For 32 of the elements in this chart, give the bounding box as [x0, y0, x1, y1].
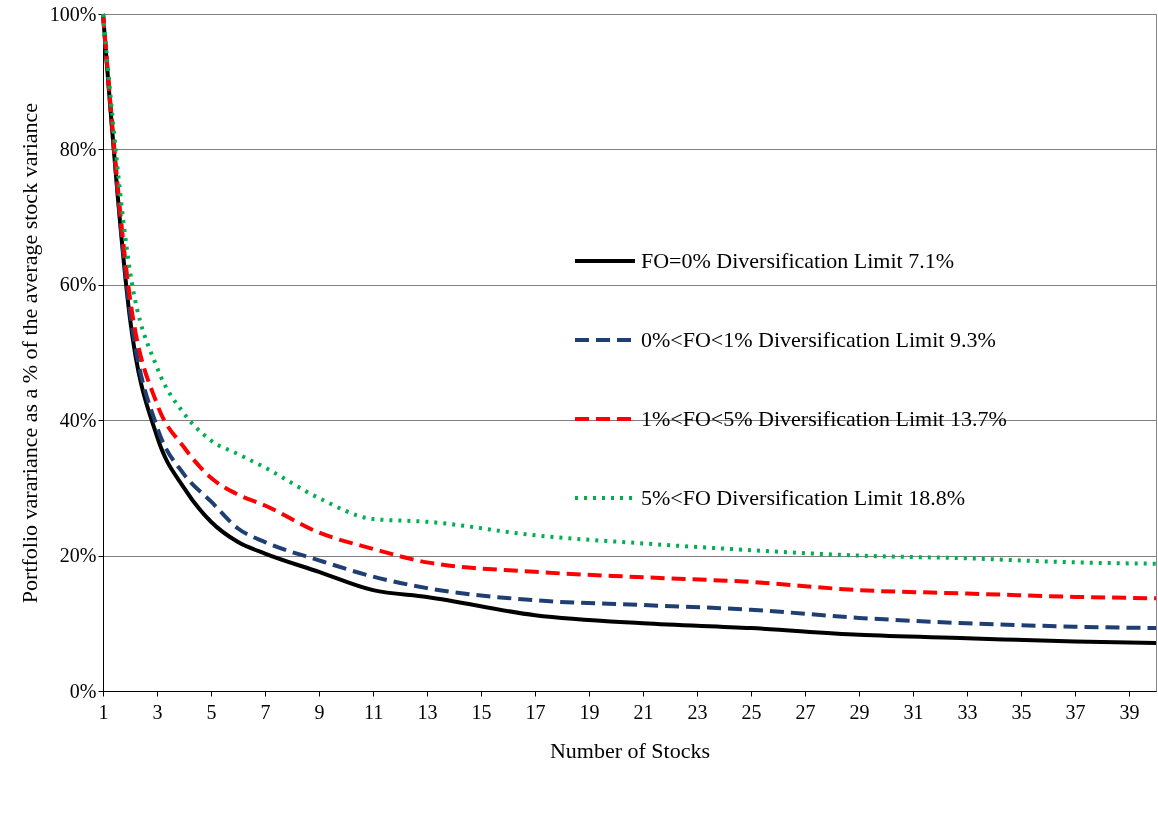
y-tick-label: 0%: [69, 679, 97, 702]
x-tick-label: 33: [957, 700, 978, 723]
y-tick-label: 60%: [59, 273, 97, 296]
y-tick-label: 80%: [59, 137, 97, 160]
legend-label: 0%<FO<1% Diversification Limit 9.3%: [641, 327, 996, 352]
x-axis-title: Number of Stocks: [549, 737, 711, 763]
legend-label: 5%<FO Diversification Limit 18.8%: [641, 485, 966, 510]
x-tick-label: 21: [633, 700, 654, 723]
x-tick-label: 19: [579, 700, 600, 723]
x-tick-label: 29: [849, 700, 870, 723]
x-tick-label: 13: [417, 700, 438, 723]
x-tick-label: 35: [1011, 700, 1032, 723]
x-tick-label: 17: [525, 700, 546, 723]
y-axis-title: Portfolio varariance as a % of the average stock variance: [16, 102, 42, 604]
x-tick-label: 11: [363, 700, 384, 723]
x-tick-label: 25: [741, 700, 762, 723]
legend-label: 1%<FO<5% Diversification Limit 13.7%: [641, 406, 1007, 431]
x-tick-label: 9: [314, 700, 325, 723]
x-tick-label: 31: [903, 700, 924, 723]
x-tick-label: 15: [471, 700, 492, 723]
x-tick-label: 37: [1065, 700, 1086, 723]
x-tick-label: 5: [206, 700, 217, 723]
x-tick-label: 3: [152, 700, 163, 723]
x-tick-label: 27: [795, 700, 816, 723]
y-tick-label: 100%: [49, 2, 97, 25]
x-tick-label: 7: [260, 700, 271, 723]
x-tick-label: 39: [1119, 700, 1140, 723]
legend-label: FO=0% Diversification Limit 7.1%: [641, 248, 955, 273]
x-tick-label: 23: [687, 700, 708, 723]
y-tick-label: 40%: [59, 408, 97, 431]
x-tick-label: 1: [98, 700, 109, 723]
y-tick-label: 20%: [59, 544, 97, 567]
